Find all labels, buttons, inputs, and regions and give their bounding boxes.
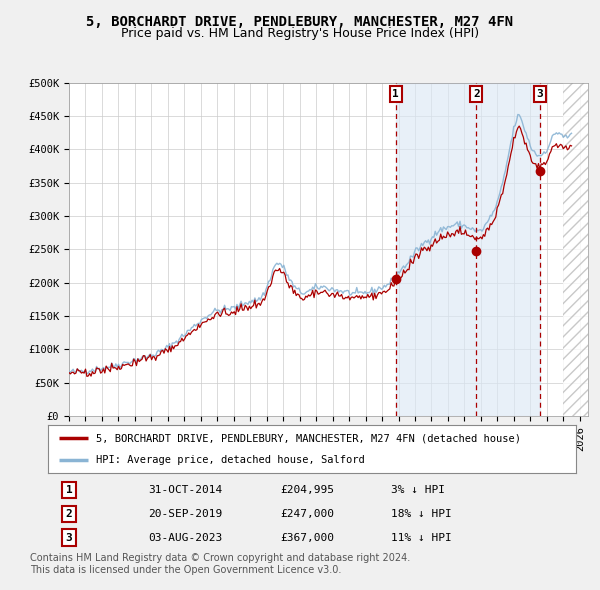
Text: 3: 3 xyxy=(536,89,544,99)
Text: 2: 2 xyxy=(66,509,73,519)
Text: 03-AUG-2023: 03-AUG-2023 xyxy=(148,533,223,543)
Text: Price paid vs. HM Land Registry's House Price Index (HPI): Price paid vs. HM Land Registry's House … xyxy=(121,27,479,40)
Text: £367,000: £367,000 xyxy=(280,533,334,543)
Text: 1: 1 xyxy=(66,485,73,495)
Text: 18% ↓ HPI: 18% ↓ HPI xyxy=(391,509,452,519)
Text: 1: 1 xyxy=(392,89,399,99)
Text: Contains HM Land Registry data © Crown copyright and database right 2024.
This d: Contains HM Land Registry data © Crown c… xyxy=(30,553,410,575)
Text: 11% ↓ HPI: 11% ↓ HPI xyxy=(391,533,452,543)
Text: 2: 2 xyxy=(473,89,479,99)
Text: £204,995: £204,995 xyxy=(280,485,334,495)
Text: 5, BORCHARDT DRIVE, PENDLEBURY, MANCHESTER, M27 4FN: 5, BORCHARDT DRIVE, PENDLEBURY, MANCHEST… xyxy=(86,15,514,29)
Text: 3% ↓ HPI: 3% ↓ HPI xyxy=(391,485,445,495)
Bar xyxy=(396,83,540,416)
Text: £247,000: £247,000 xyxy=(280,509,334,519)
Text: 3: 3 xyxy=(66,533,73,543)
Text: 31-OCT-2014: 31-OCT-2014 xyxy=(148,485,223,495)
Text: HPI: Average price, detached house, Salford: HPI: Average price, detached house, Salf… xyxy=(95,455,364,465)
Text: 5, BORCHARDT DRIVE, PENDLEBURY, MANCHESTER, M27 4FN (detached house): 5, BORCHARDT DRIVE, PENDLEBURY, MANCHEST… xyxy=(95,433,521,443)
Text: 20-SEP-2019: 20-SEP-2019 xyxy=(148,509,223,519)
